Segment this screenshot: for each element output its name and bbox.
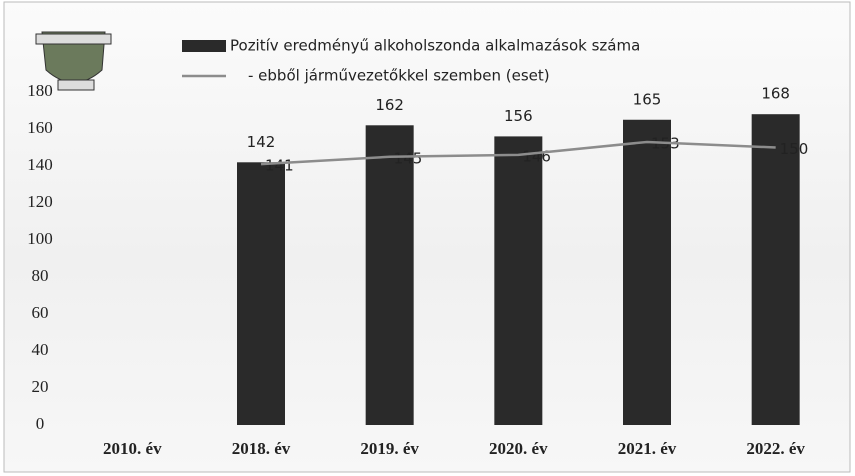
data-label: 168 — [761, 85, 790, 103]
x-tick-label: 2018. év — [232, 439, 291, 458]
bar — [366, 125, 414, 425]
y-tick-label: 160 — [27, 118, 53, 137]
data-label: 150 — [780, 140, 809, 158]
data-label: 156 — [504, 107, 533, 125]
bar — [237, 162, 285, 425]
data-label: 165 — [633, 90, 662, 108]
y-tick-label: 0 — [36, 414, 45, 433]
chart: Pozitív eredményű alkoholszonda alkalmaz… — [0, 0, 855, 476]
y-tick-label: 40 — [32, 340, 49, 359]
y-tick-label: 140 — [27, 155, 53, 174]
data-label: 162 — [375, 96, 404, 114]
y-tick-label: 60 — [32, 303, 49, 322]
bar — [752, 114, 800, 425]
x-tick-label: 2019. év — [360, 439, 419, 458]
y-tick-label: 20 — [32, 377, 49, 396]
legend-label: - ebből járművezetőkkel szemben (eset) — [248, 67, 550, 85]
y-tick-label: 80 — [32, 266, 49, 285]
bar — [494, 136, 542, 425]
x-tick-label: 2020. év — [489, 439, 548, 458]
data-label: 142 — [247, 133, 276, 151]
y-tick-label: 100 — [27, 229, 53, 248]
bar — [623, 120, 671, 425]
y-tick-label: 120 — [27, 192, 53, 211]
data-label: 145 — [394, 149, 423, 167]
data-label: 146 — [522, 147, 551, 165]
x-tick-label: 2021. év — [618, 439, 677, 458]
data-label: 141 — [265, 157, 294, 175]
x-tick-label: 2010. év — [103, 439, 162, 458]
legend-label: Pozitív eredményű alkoholszonda alkalmaz… — [230, 37, 640, 55]
x-tick-label: 2022. év — [746, 439, 805, 458]
legend-swatch — [182, 40, 226, 52]
y-tick-label: 180 — [27, 81, 53, 100]
